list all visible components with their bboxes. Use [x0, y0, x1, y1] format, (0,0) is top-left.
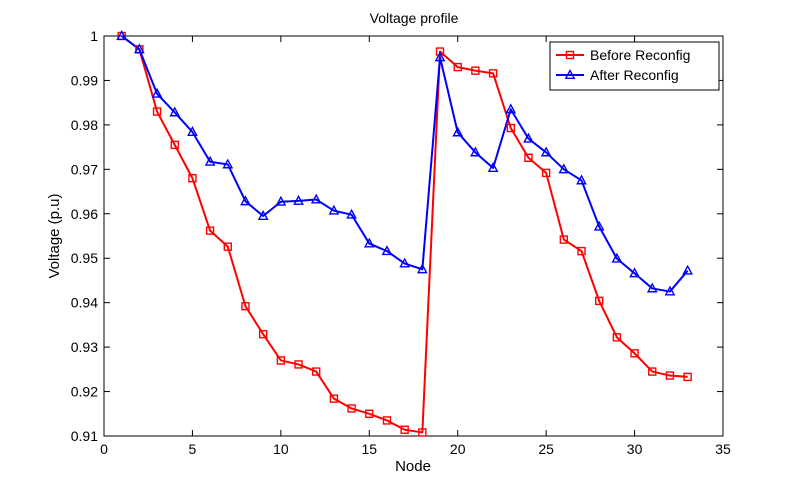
y-tick-label: 1 [90, 28, 98, 44]
series-line-before-reconfig [121, 35, 688, 434]
data-point-after-reconfig [452, 126, 464, 137]
data-point-after-reconfig [416, 263, 428, 274]
data-point-before-reconfig [541, 168, 551, 178]
data-point-before-reconfig [648, 367, 657, 376]
x-tick-label: 10 [273, 441, 289, 457]
data-point-before-reconfig [170, 140, 179, 150]
chart-title: Voltage profile [370, 10, 459, 26]
data-point-before-reconfig [294, 360, 303, 369]
data-point-before-reconfig [488, 69, 498, 78]
data-point-before-reconfig [188, 174, 197, 183]
data-point-before-reconfig [152, 107, 162, 116]
x-tick-label: 15 [361, 441, 377, 457]
data-point-before-reconfig [382, 416, 392, 425]
y-tick-label: 0.94 [71, 295, 98, 311]
data-point-after-reconfig [505, 103, 517, 114]
data-point-before-reconfig [347, 404, 356, 413]
data-point-after-reconfig [310, 193, 322, 204]
legend: Before Reconfig After Reconfig [549, 41, 720, 91]
data-point-before-reconfig [365, 409, 374, 418]
data-point-after-reconfig [470, 146, 481, 157]
data-point-after-reconfig [328, 204, 340, 215]
data-point-after-reconfig [257, 210, 269, 221]
data-point-before-reconfig [258, 330, 268, 339]
legend-label-before-reconfig: Before Reconfig [590, 47, 690, 63]
data-point-after-reconfig [646, 282, 658, 293]
data-point-before-reconfig [559, 235, 569, 244]
data-point-before-reconfig [524, 153, 533, 162]
legend-label-after-reconfig: After Reconfig [590, 67, 679, 83]
data-point-after-reconfig [399, 257, 411, 268]
legend-box [549, 41, 720, 91]
series-markers [116, 30, 694, 437]
data-point-after-reconfig [240, 195, 251, 206]
data-point-after-reconfig [275, 195, 287, 206]
x-tick-label: 30 [627, 441, 643, 457]
x-tick-label: 35 [715, 441, 731, 457]
data-point-after-reconfig [222, 158, 234, 169]
data-point-before-reconfig [630, 349, 639, 358]
legend-marker-after-reconfig [564, 69, 576, 80]
data-point-before-reconfig [241, 302, 250, 311]
data-point-after-reconfig [204, 155, 216, 166]
data-point-after-reconfig [487, 162, 499, 173]
series-line-after-reconfig [121, 35, 689, 293]
data-point-after-reconfig [611, 252, 623, 263]
y-tick-label: 0.93 [71, 339, 98, 355]
y-axis-label: Voltage (p.u) [46, 193, 63, 278]
data-point-before-reconfig [205, 226, 215, 235]
y-tick-label: 0.91 [71, 428, 98, 444]
data-point-after-reconfig [629, 267, 640, 278]
x-tick-label: 25 [538, 441, 554, 457]
x-axis-label: Node [395, 458, 431, 475]
data-point-before-reconfig [276, 356, 286, 365]
y-tick-label: 0.96 [71, 206, 98, 222]
data-point-after-reconfig [346, 208, 357, 219]
data-point-before-reconfig [223, 242, 233, 251]
data-point-before-reconfig [329, 394, 339, 403]
legend-marker-before-reconfig [565, 50, 575, 60]
data-point-after-reconfig [434, 51, 446, 62]
data-point-after-reconfig [664, 285, 676, 296]
y-tick-label: 0.99 [71, 72, 98, 88]
series-lines [121, 35, 689, 434]
data-point-before-reconfig [665, 371, 675, 380]
y-tick-label: 0.98 [71, 117, 98, 133]
x-tick-label: 0 [100, 441, 108, 457]
data-point-after-reconfig [381, 245, 393, 256]
data-point-after-reconfig [558, 163, 570, 174]
data-point-after-reconfig [593, 220, 605, 231]
y-tick-label: 0.95 [71, 250, 98, 266]
data-point-before-reconfig [400, 425, 409, 434]
data-point-before-reconfig [453, 62, 462, 72]
data-point-before-reconfig [471, 66, 480, 75]
data-point-after-reconfig [540, 146, 552, 157]
data-point-after-reconfig [169, 106, 181, 117]
data-point-before-reconfig [506, 123, 515, 133]
y-tick-label: 0.92 [71, 384, 98, 400]
axis-ticks: 0 5 10 15 20 25 30 35 0.91 0.92 0.93 0.94 0.95 0.96 0.… [71, 28, 731, 457]
data-point-after-reconfig [363, 237, 375, 248]
data-point-before-reconfig [612, 333, 622, 342]
data-point-after-reconfig [576, 174, 587, 185]
data-point-after-reconfig [187, 126, 198, 137]
x-tick-label: 20 [450, 441, 466, 457]
data-point-before-reconfig [418, 428, 427, 437]
y-tick-label: 0.97 [71, 161, 98, 177]
plot-area [103, 35, 724, 437]
data-point-after-reconfig [293, 194, 304, 205]
data-point-before-reconfig [312, 367, 321, 376]
data-point-after-reconfig [682, 264, 694, 275]
data-point-before-reconfig [683, 372, 692, 382]
data-point-after-reconfig [523, 132, 534, 143]
data-point-before-reconfig [435, 47, 445, 56]
data-point-after-reconfig [116, 30, 128, 40]
x-tick-label: 5 [189, 441, 197, 457]
data-point-before-reconfig [595, 296, 604, 306]
data-point-after-reconfig [133, 43, 145, 54]
data-point-before-reconfig [577, 246, 586, 256]
data-point-after-reconfig [151, 87, 163, 98]
